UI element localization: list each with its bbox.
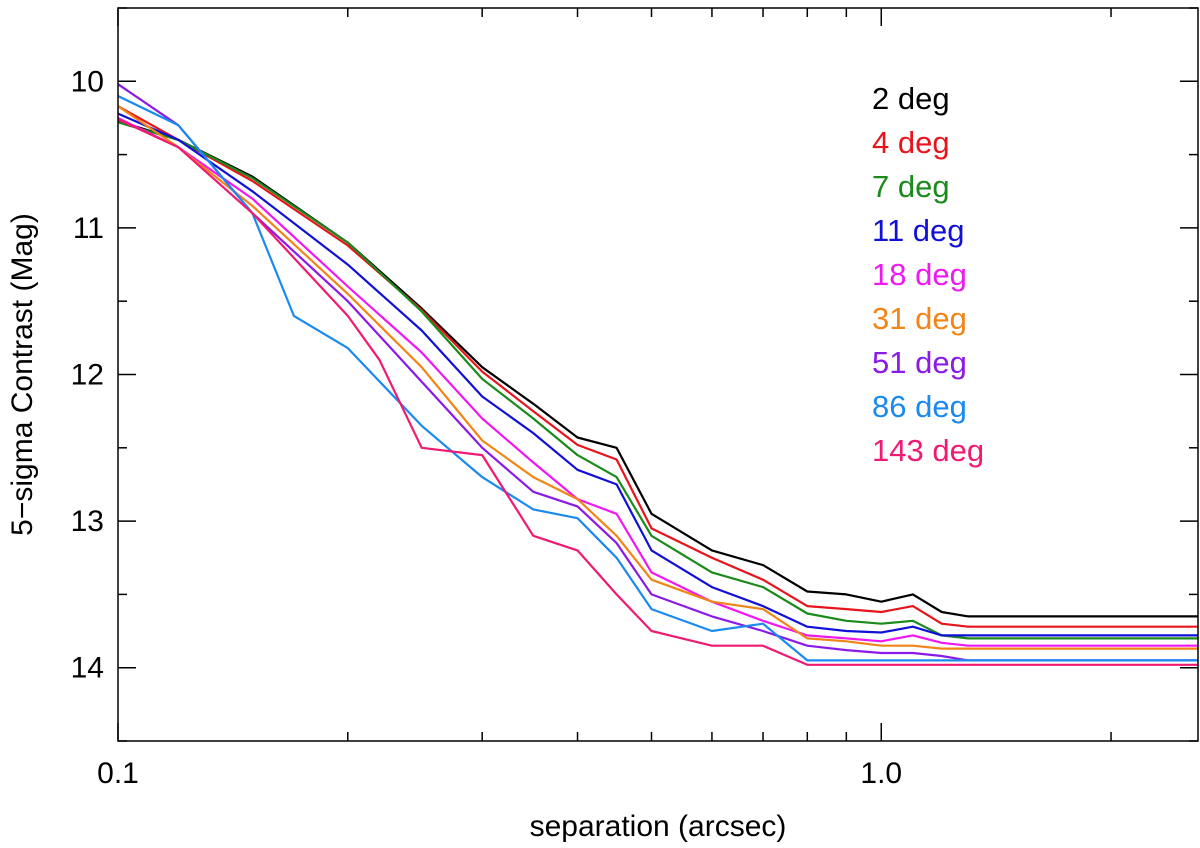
ticks-layer: [117, 7, 1198, 742]
legend-entry-143-deg: 143 deg: [872, 433, 984, 468]
y-tick-label: 12: [71, 359, 104, 392]
y-tick-label: 14: [71, 652, 104, 685]
legend-entry-31-deg: 31 deg: [872, 301, 967, 336]
plot-frame: [117, 7, 1199, 742]
legend-entry-4-deg: 4 deg: [872, 125, 950, 160]
x-axis-title: separation (arcsec): [530, 810, 787, 843]
series-line-18-deg: [117, 117, 1198, 647]
series-line-2-deg: [117, 119, 1198, 618]
series-line-31-deg: [117, 105, 1198, 650]
series-line-7-deg: [117, 121, 1198, 640]
series-line-11-deg: [117, 112, 1198, 637]
legend-entry-18-deg: 18 deg: [872, 257, 967, 292]
legend: 2 deg 4 deg 7 deg 11 deg 18 deg 31 deg 51 deg 8…: [872, 81, 984, 468]
series-layer: [117, 83, 1198, 666]
series-line-86-deg: [117, 95, 1198, 662]
tick-labels-layer: 0.1 1.0 10 11 12 13 14: [71, 65, 902, 790]
y-tick-label: 11: [73, 212, 104, 245]
series-line-143-deg: [117, 118, 1198, 666]
y-tick-label: 10: [71, 65, 104, 98]
legend-entry-51-deg: 51 deg: [872, 345, 967, 380]
series-line-4-deg: [117, 105, 1198, 628]
legend-entry-86-deg: 86 deg: [872, 389, 967, 424]
legend-entry-2-deg: 2 deg: [872, 81, 950, 116]
y-tick-label: 13: [71, 505, 104, 538]
x-tick-label: 1.0: [860, 757, 902, 790]
y-axis-title: 5−sigma Contrast (Mag): [6, 213, 39, 536]
x-tick-label: 0.1: [97, 757, 139, 790]
legend-entry-7-deg: 7 deg: [872, 169, 950, 204]
legend-entry-11-deg: 11 deg: [872, 213, 965, 248]
series-line-51-deg: [117, 83, 1198, 662]
